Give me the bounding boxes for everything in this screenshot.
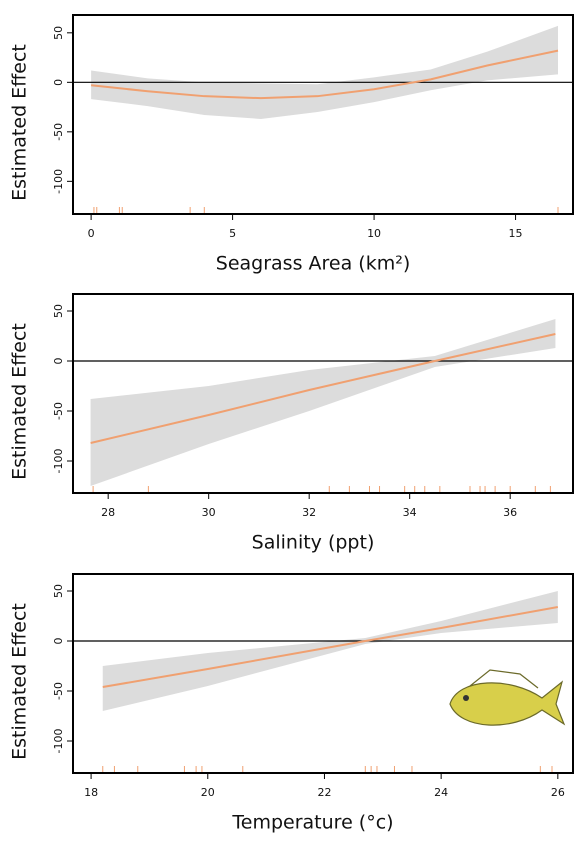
y-tick-label: -50 [52, 682, 65, 700]
y-tick-label: 50 [52, 26, 65, 40]
y-tick-label: 50 [52, 304, 65, 318]
fit-line [91, 49, 559, 100]
x-tick-label: 0 [88, 227, 95, 240]
confidence-band [90, 319, 556, 486]
x-axis-label: Salinity (ppt) [252, 532, 375, 554]
plot-frame [72, 14, 574, 215]
x-tick-label: 36 [503, 506, 517, 519]
panel [73, 319, 573, 492]
x-tick-label: 34 [403, 506, 417, 519]
y-axis-label: Estimated Effect [9, 323, 31, 480]
fish-icon [449, 669, 566, 726]
plot-frame [72, 573, 574, 774]
x-axis-label: Seagrass Area (km²) [216, 253, 410, 275]
x-tick-label: 26 [551, 786, 565, 799]
x-tick-label: 32 [302, 506, 316, 519]
x-tick-label: 30 [202, 506, 216, 519]
y-tick-label: -100 [52, 169, 65, 194]
y-tick-label: -100 [52, 449, 65, 474]
x-tick-label: 15 [509, 227, 523, 240]
x-tick-label: 20 [201, 786, 215, 799]
x-tick-label: 22 [317, 786, 331, 799]
y-tick-label: -50 [52, 123, 65, 141]
y-tick-label: -50 [52, 402, 65, 420]
x-tick-label: 5 [229, 227, 236, 240]
x-axis-label: Temperature (°c) [231, 812, 393, 834]
x-tick-label: 10 [367, 227, 381, 240]
confidence-band [102, 591, 558, 711]
fit-line [102, 606, 559, 688]
y-tick-label: 0 [52, 79, 65, 86]
fish-eye [463, 695, 469, 701]
y-tick-label: 50 [52, 584, 65, 598]
panel [73, 25, 573, 213]
fish-fin [469, 669, 539, 689]
fit-line [90, 333, 556, 444]
plot-frame [72, 293, 574, 494]
x-tick-label: 24 [434, 786, 448, 799]
y-tick-label: 0 [52, 358, 65, 365]
confidence-band [91, 25, 559, 119]
x-tick-label: 18 [84, 786, 98, 799]
y-axis-label: Estimated Effect [9, 603, 31, 760]
y-tick-label: -100 [52, 729, 65, 754]
y-axis-label: Estimated Effect [9, 44, 31, 201]
panel [73, 591, 573, 772]
x-tick-label: 28 [101, 506, 115, 519]
y-tick-label: 0 [52, 638, 65, 645]
fish-body [449, 680, 566, 726]
